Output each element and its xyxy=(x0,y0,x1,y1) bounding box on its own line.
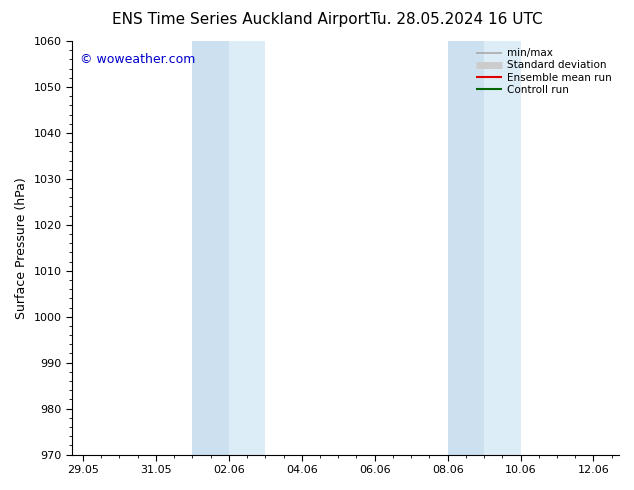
Bar xyxy=(229,41,266,455)
Text: © woweather.com: © woweather.com xyxy=(81,53,196,67)
Bar xyxy=(192,41,229,455)
Bar xyxy=(484,41,521,455)
Y-axis label: Surface Pressure (hPa): Surface Pressure (hPa) xyxy=(15,177,28,318)
Bar xyxy=(448,41,484,455)
Text: Tu. 28.05.2024 16 UTC: Tu. 28.05.2024 16 UTC xyxy=(370,12,543,27)
Legend: min/max, Standard deviation, Ensemble mean run, Controll run: min/max, Standard deviation, Ensemble me… xyxy=(472,44,616,99)
Text: ENS Time Series Auckland Airport: ENS Time Series Auckland Airport xyxy=(112,12,370,27)
